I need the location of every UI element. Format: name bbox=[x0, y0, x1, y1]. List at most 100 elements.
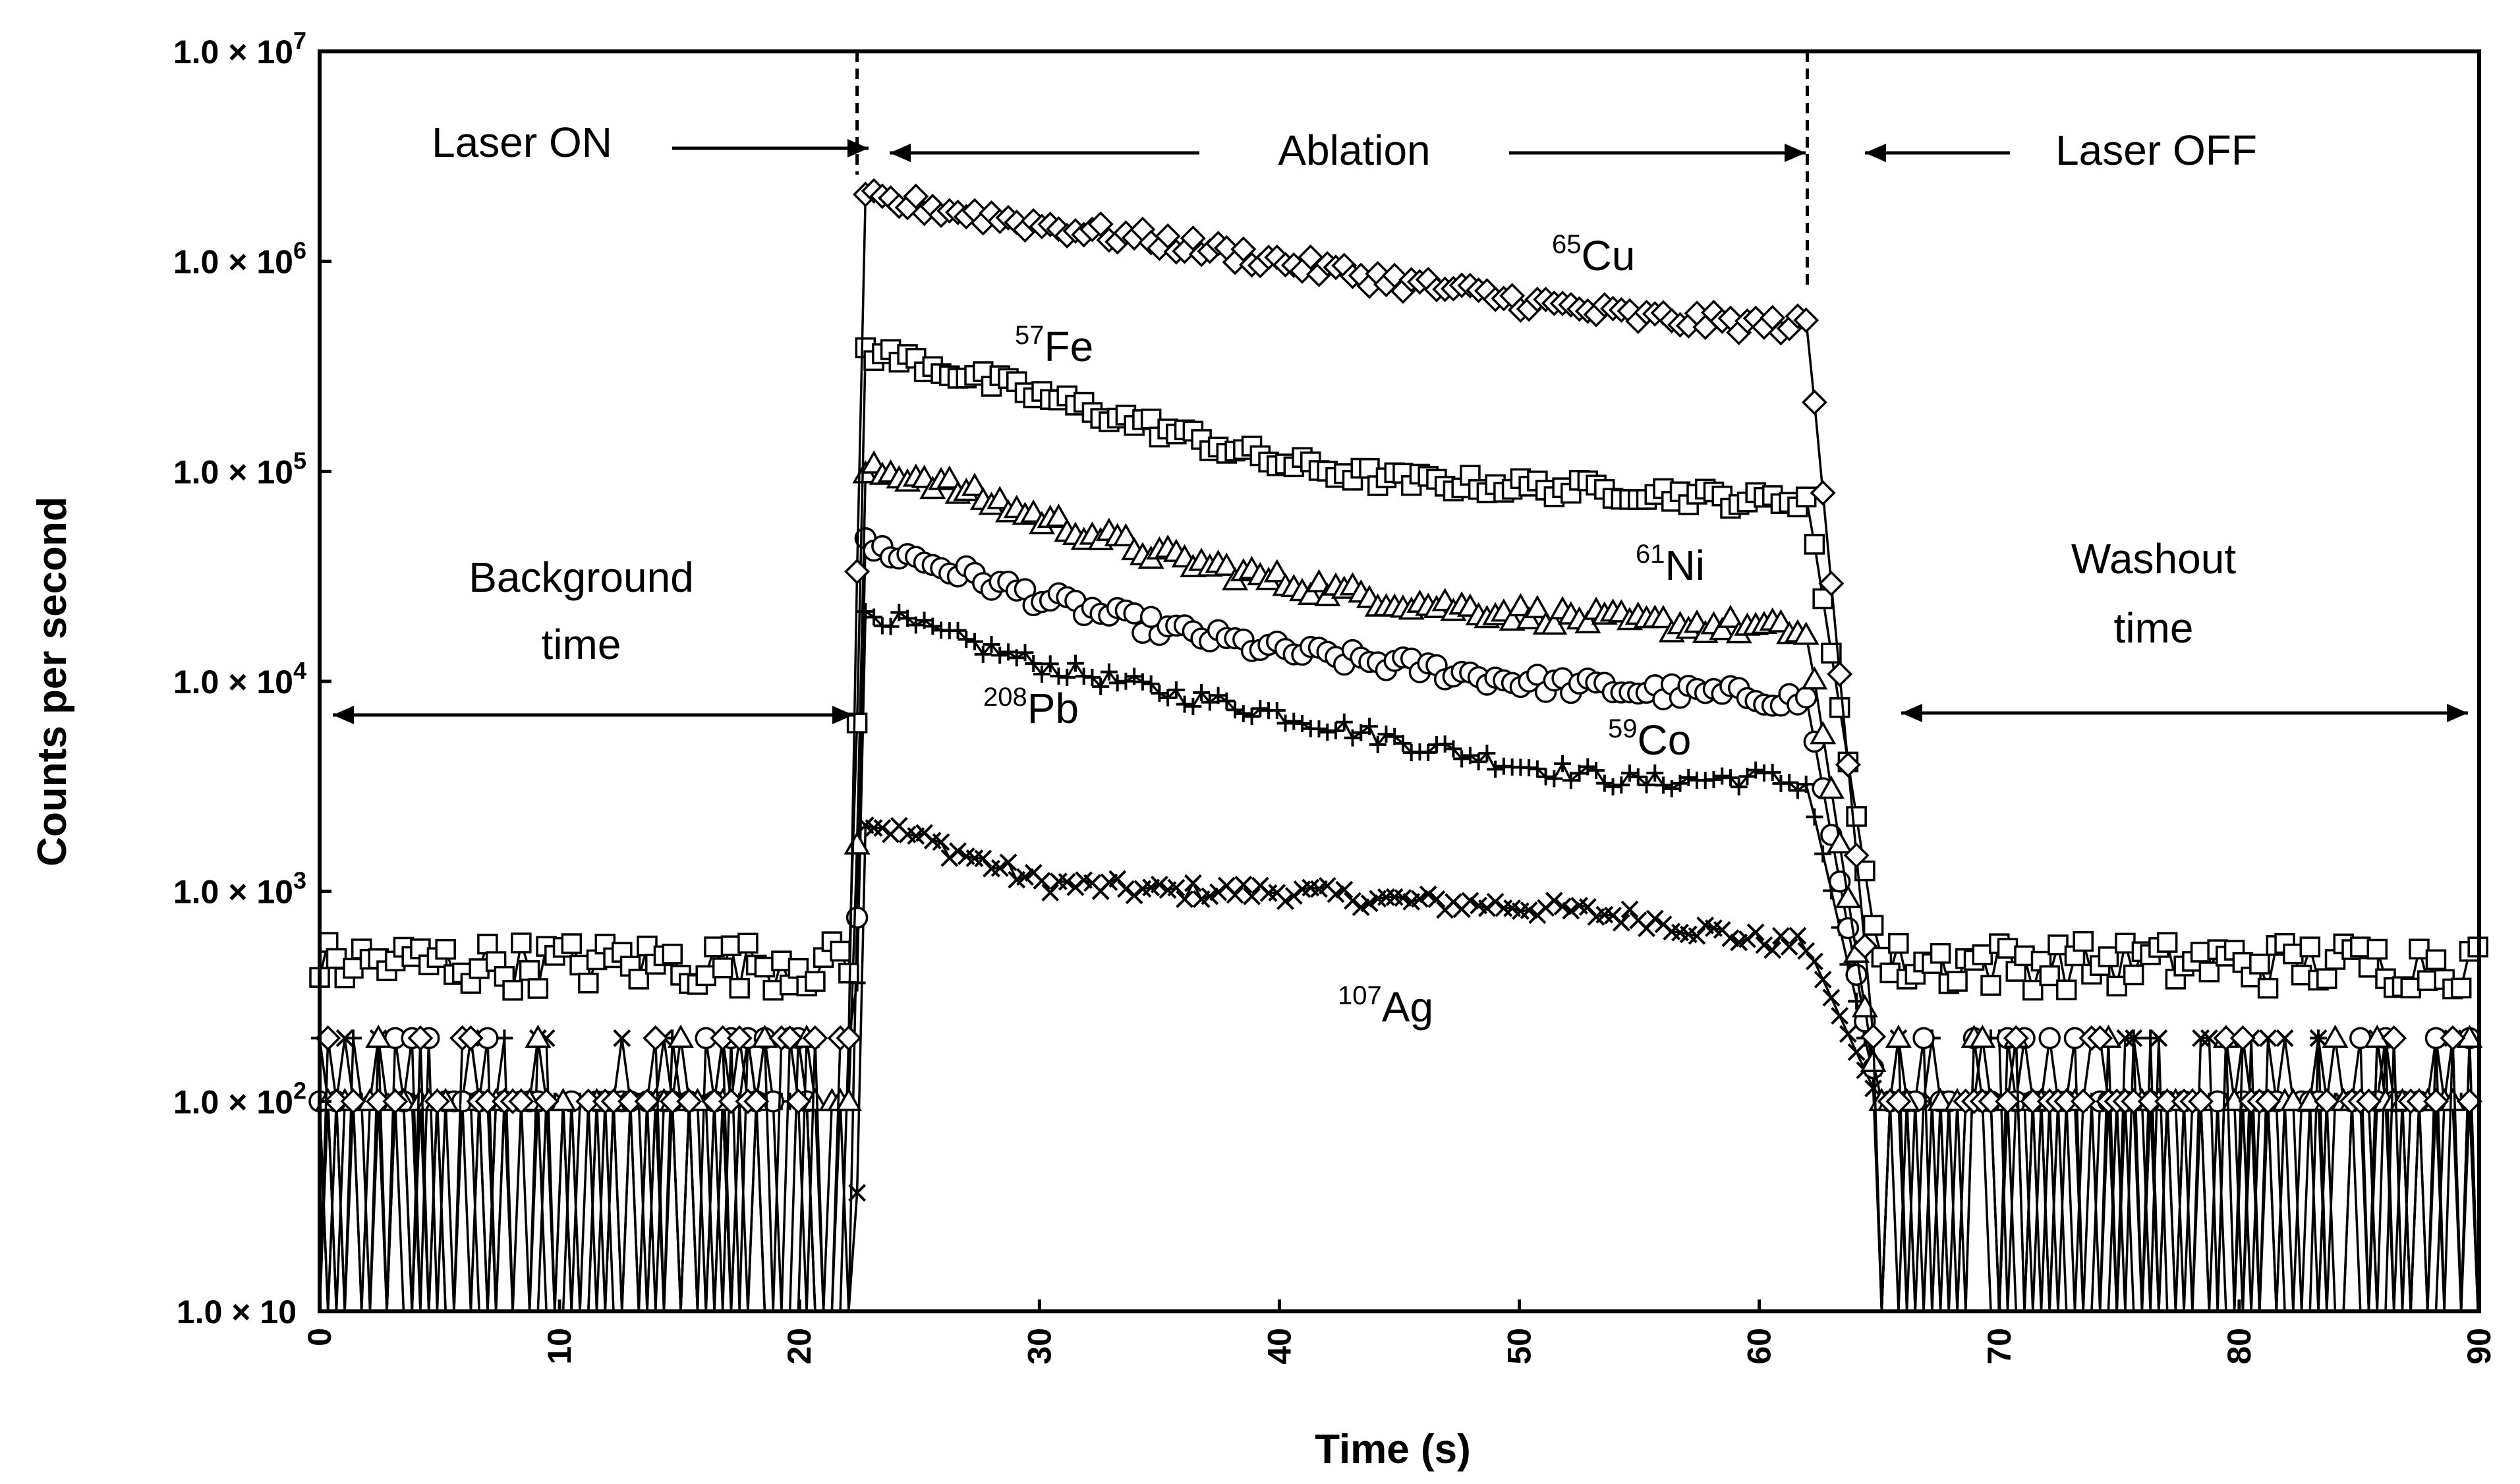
data-point bbox=[1033, 872, 1051, 890]
data-point bbox=[710, 1025, 736, 1051]
data-point bbox=[2310, 1029, 2328, 1047]
ablation-arrow-left-head bbox=[890, 144, 911, 162]
data-point bbox=[424, 1088, 450, 1114]
x-tick-label: 30 bbox=[1021, 1328, 1058, 1365]
data-point bbox=[1646, 764, 1664, 782]
x-tick-label: 0 bbox=[301, 1328, 338, 1346]
data-point bbox=[2198, 961, 2220, 983]
data-point bbox=[1445, 740, 1462, 758]
data-point bbox=[2070, 1088, 2096, 1114]
data-point bbox=[1360, 718, 1378, 735]
data-point bbox=[1516, 606, 1543, 629]
background-arrow-left bbox=[333, 706, 580, 724]
data-point bbox=[958, 631, 975, 648]
data-point bbox=[1604, 778, 1622, 796]
data-point bbox=[643, 1025, 669, 1051]
data-point bbox=[1713, 767, 1731, 785]
data-point bbox=[701, 1088, 728, 1114]
series-line-208Pb bbox=[318, 609, 2479, 1313]
data-point bbox=[2053, 1088, 2080, 1114]
data-point bbox=[1969, 1024, 1996, 1048]
data-point bbox=[1041, 884, 1060, 902]
data-point bbox=[1947, 971, 1968, 992]
data-point bbox=[1083, 668, 1101, 686]
data-point bbox=[1709, 617, 1736, 641]
data-point bbox=[2299, 936, 2321, 957]
data-point bbox=[1419, 743, 1437, 761]
data-point bbox=[1369, 735, 1387, 753]
data-point bbox=[1562, 901, 1580, 920]
data-point bbox=[1763, 764, 1781, 782]
data-point bbox=[1344, 892, 1361, 910]
background-label-line2: time bbox=[542, 621, 621, 668]
data-point bbox=[1453, 750, 1471, 768]
data-point bbox=[1835, 752, 1861, 778]
data-point bbox=[990, 859, 1009, 877]
data-point bbox=[1268, 702, 1286, 720]
data-point bbox=[1579, 758, 1597, 776]
ablation-arrow-left bbox=[890, 144, 1199, 162]
data-point bbox=[1305, 569, 1332, 592]
data-point bbox=[726, 1025, 753, 1051]
data-point bbox=[1829, 697, 1850, 718]
background-arrow-right bbox=[580, 706, 853, 724]
data-point bbox=[1335, 880, 1354, 899]
x-tick-label: 40 bbox=[1261, 1328, 1298, 1365]
data-point bbox=[805, 971, 826, 992]
data-point bbox=[1846, 806, 1867, 827]
data-point bbox=[1176, 695, 1193, 713]
data-point bbox=[1477, 899, 1496, 917]
data-point bbox=[949, 842, 967, 860]
data-point bbox=[1427, 890, 1446, 908]
x-tick-label: 50 bbox=[1501, 1328, 1538, 1365]
data-point bbox=[2381, 1025, 2407, 1051]
data-point bbox=[1772, 927, 1790, 945]
data-point bbox=[2022, 979, 2044, 1001]
data-point bbox=[1213, 552, 1240, 576]
data-point bbox=[435, 938, 456, 960]
data-point bbox=[1133, 673, 1151, 691]
laser-off-arrow-head bbox=[1865, 144, 1886, 162]
data-point bbox=[407, 1025, 434, 1051]
data-point bbox=[1335, 713, 1353, 731]
data-point bbox=[1553, 898, 1572, 916]
data-point bbox=[1972, 944, 1993, 965]
data-point bbox=[991, 646, 1009, 664]
data-point bbox=[1184, 874, 1202, 892]
data-point bbox=[1112, 523, 1139, 547]
data-point bbox=[2106, 975, 2127, 997]
data-point bbox=[2440, 1025, 2466, 1051]
data-point bbox=[1814, 845, 1832, 863]
data-point bbox=[2279, 1087, 2306, 1112]
data-point bbox=[1495, 899, 1513, 917]
data-point bbox=[1058, 668, 1076, 686]
data-point bbox=[2192, 1029, 2210, 1047]
data-point bbox=[2154, 1088, 2181, 1114]
data-point bbox=[987, 486, 1014, 509]
data-point bbox=[1793, 307, 1819, 333]
data-point bbox=[704, 936, 725, 957]
data-point bbox=[1243, 887, 1261, 905]
data-point bbox=[628, 969, 650, 990]
data-point bbox=[1680, 768, 1698, 786]
data-point bbox=[469, 958, 490, 979]
data-point bbox=[1360, 894, 1379, 913]
data-point bbox=[1888, 932, 1909, 954]
data-point bbox=[525, 1024, 552, 1048]
data-point bbox=[1797, 942, 1816, 960]
data-point bbox=[2400, 977, 2421, 999]
data-point bbox=[2125, 1029, 2142, 1047]
data-point bbox=[1930, 943, 1951, 964]
data-point bbox=[1995, 1088, 2020, 1114]
data-point bbox=[2188, 1088, 2214, 1114]
data-point bbox=[1562, 772, 1580, 789]
laser-on-label: Laser ON bbox=[432, 119, 612, 166]
data-point bbox=[1822, 988, 1841, 1007]
data-point bbox=[1814, 971, 1832, 988]
data-point bbox=[2121, 1088, 2147, 1114]
data-point bbox=[949, 621, 967, 639]
data-point bbox=[1461, 892, 1479, 910]
data-point bbox=[1862, 915, 1884, 936]
data-point bbox=[1545, 892, 1563, 910]
data-point bbox=[2137, 1088, 2163, 1114]
